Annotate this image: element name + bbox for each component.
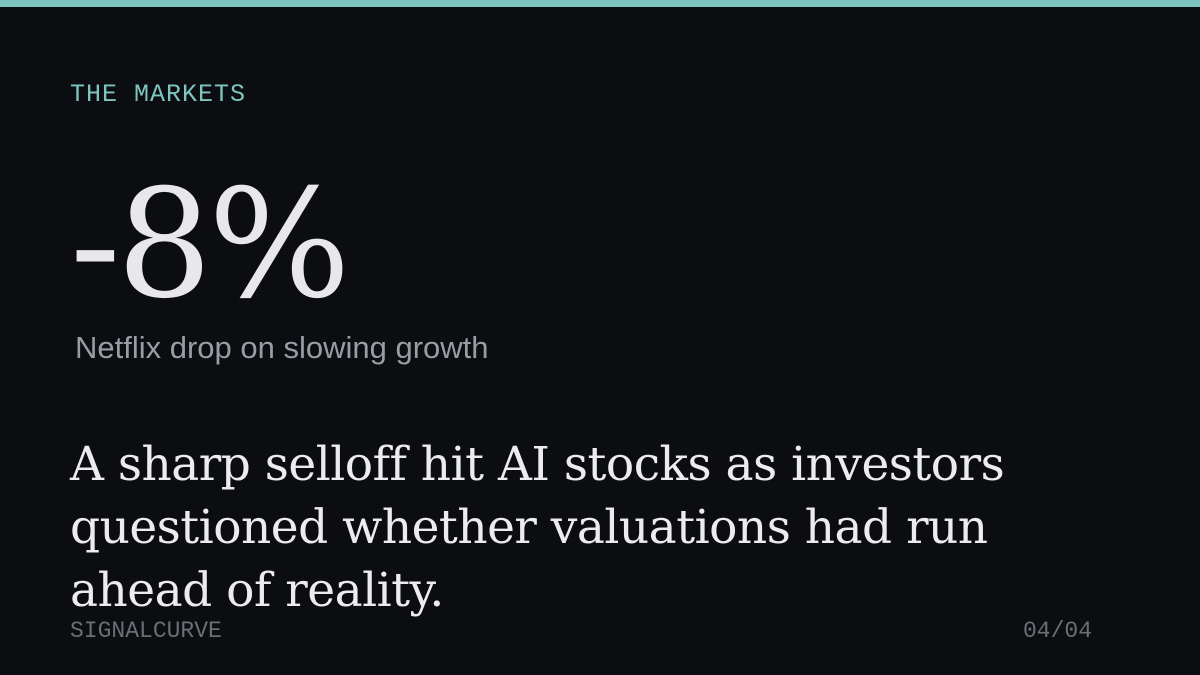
stat-value: -8% xyxy=(70,158,351,332)
stat-caption: Netflix drop on slowing growth xyxy=(75,330,489,365)
body-text: A sharp selloff hit AI stocks as investo… xyxy=(70,437,1005,618)
brand: SIGNALCURVE xyxy=(70,618,222,644)
page-number: 04/04 xyxy=(1022,618,1092,644)
accent-bar xyxy=(0,0,1200,7)
section-label: THE MARKETS xyxy=(70,80,247,109)
